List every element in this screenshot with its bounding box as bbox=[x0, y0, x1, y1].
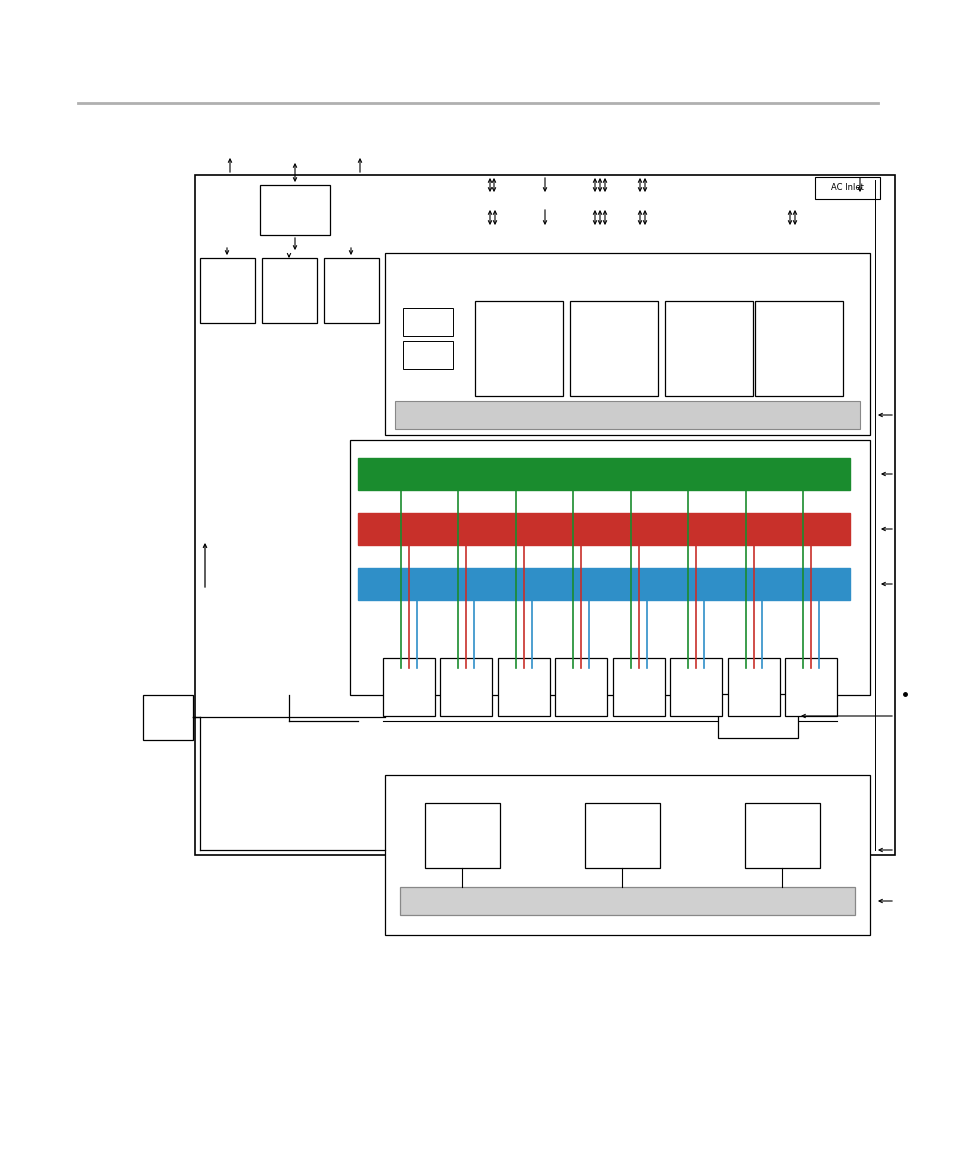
Bar bbox=[718, 694, 797, 738]
Bar bbox=[260, 185, 330, 234]
Bar bbox=[814, 177, 879, 199]
Bar bbox=[475, 301, 562, 396]
Bar bbox=[324, 258, 378, 323]
Bar bbox=[200, 258, 254, 323]
Bar bbox=[385, 253, 869, 435]
Bar bbox=[664, 301, 752, 396]
Bar bbox=[569, 301, 658, 396]
Bar bbox=[194, 176, 894, 855]
Bar bbox=[584, 803, 659, 869]
Bar bbox=[385, 775, 869, 936]
Bar bbox=[754, 301, 842, 396]
Bar bbox=[424, 803, 499, 869]
Bar bbox=[612, 658, 664, 716]
Bar bbox=[350, 440, 869, 695]
Bar bbox=[555, 658, 607, 716]
Bar bbox=[382, 658, 435, 716]
Bar bbox=[357, 513, 849, 545]
Bar bbox=[402, 341, 453, 368]
Bar bbox=[439, 658, 492, 716]
Text: AC Inlet: AC Inlet bbox=[830, 184, 863, 193]
Bar bbox=[262, 258, 316, 323]
Bar bbox=[402, 308, 453, 336]
Bar bbox=[727, 658, 779, 716]
Bar bbox=[670, 658, 721, 716]
Bar bbox=[744, 803, 820, 869]
Bar bbox=[784, 658, 837, 716]
Bar bbox=[395, 401, 859, 429]
Bar bbox=[143, 695, 193, 740]
Bar bbox=[357, 459, 849, 490]
Bar bbox=[399, 887, 854, 915]
Bar bbox=[497, 658, 549, 716]
Bar bbox=[357, 568, 849, 599]
